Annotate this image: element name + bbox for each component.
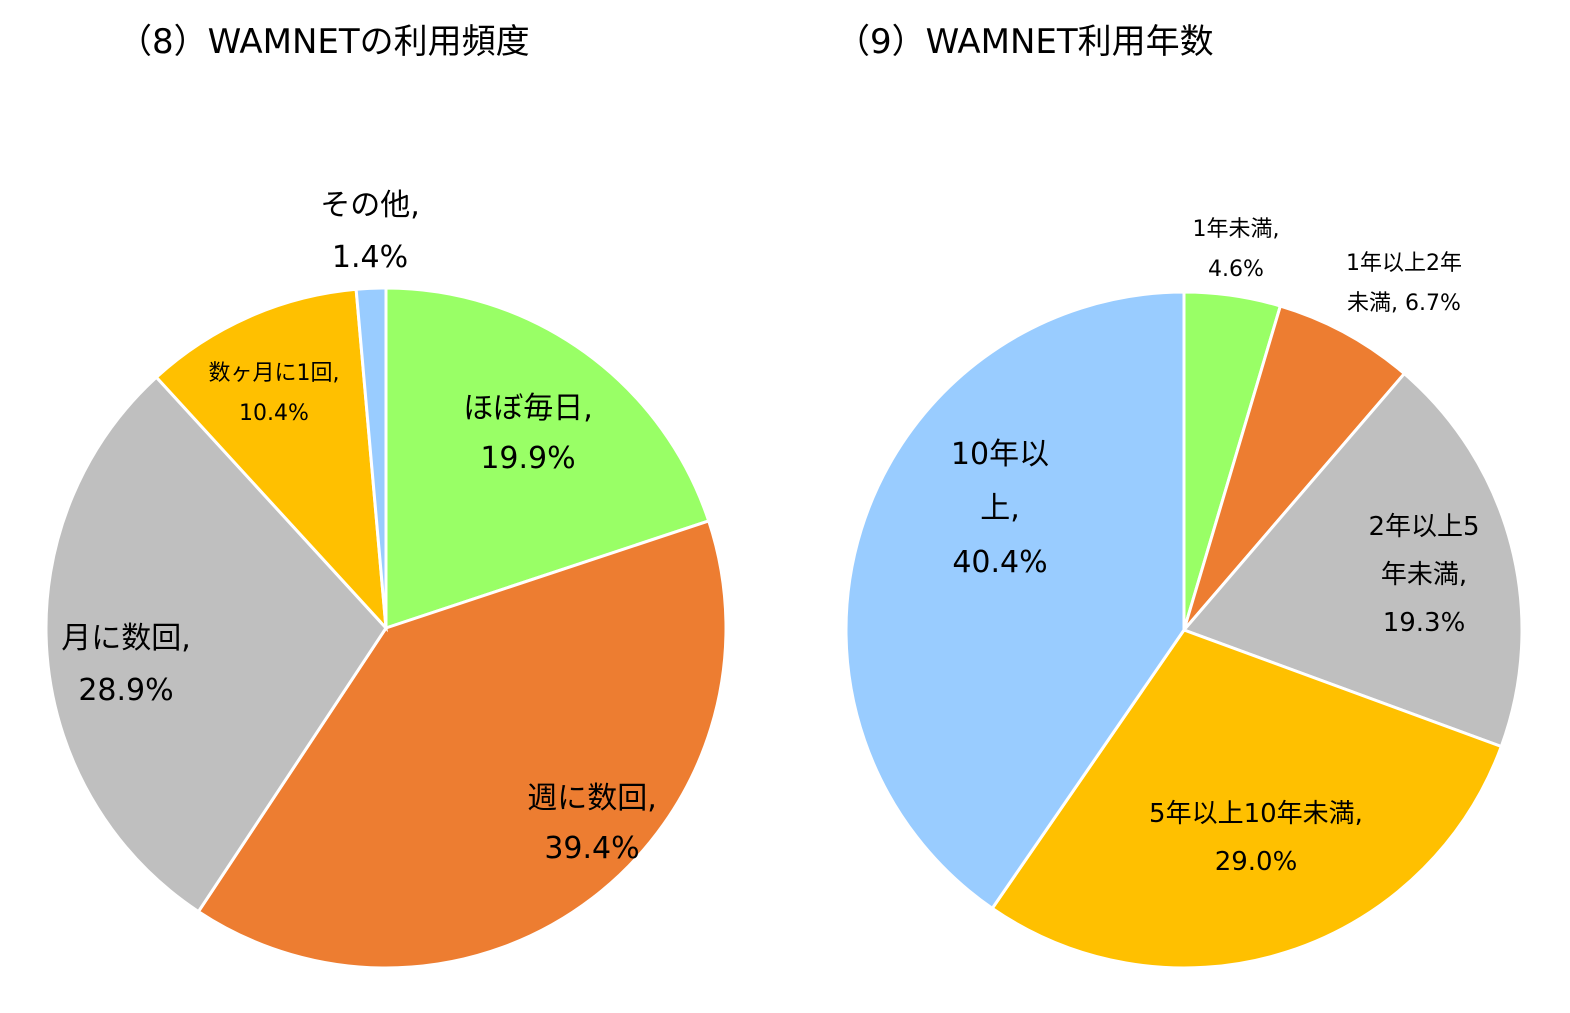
pie-slice-1-2 <box>1181 371 1524 749</box>
data-label-1-2: 2年以上5 年未満, 19.3% <box>1368 512 1479 638</box>
data-label-1-3: 5年以上10年未満, 29.0% <box>1149 799 1363 877</box>
pie-slice-1-4 <box>844 290 1186 911</box>
data-label-0-4: その他, 1.4% <box>320 188 420 275</box>
pie-chart-1: 1年未満, 4.6% 1年以上2年未満, 6.7% 2年以上5 年未満, 19.3% 5年以… <box>844 217 1524 970</box>
pie-slice-0-4 <box>354 286 388 629</box>
chart-title-usage-years: （9）WAMNET利用年数 <box>836 22 1214 62</box>
pie-slice-0-0 <box>384 286 711 631</box>
chart-title-usage-frequency: （8）WAMNETの利用頻度 <box>118 22 530 62</box>
pie-slice-1-1 <box>1182 304 1407 631</box>
pie-slice-0-2 <box>44 375 388 914</box>
pie-chart-0: ほぼ毎日, 19.9% 週に数回, 39.4% 月に数回, 28.9% 数ヶ月に1回, 10.… <box>44 188 728 970</box>
data-label-1-0: 1年未満, 4.6% <box>1193 217 1280 282</box>
data-label-0-3: 数ヶ月に1回, 10.4% <box>209 361 340 426</box>
pie-slice-0-1 <box>196 519 728 970</box>
data-label-1-1: 1年以上2年未満, 6.7% <box>1346 251 1462 316</box>
pie-slice-1-3 <box>990 628 1504 970</box>
data-label-0-1: 週に数回, 39.4% <box>527 781 657 866</box>
data-label-0-0: ほぼ毎日, 19.9% <box>463 391 593 476</box>
data-label-1-4: 10年以上, 40.4% <box>951 437 1049 580</box>
data-label-0-2: 月に数回, 28.9% <box>61 621 191 708</box>
pie-slice-0-3 <box>154 287 388 633</box>
